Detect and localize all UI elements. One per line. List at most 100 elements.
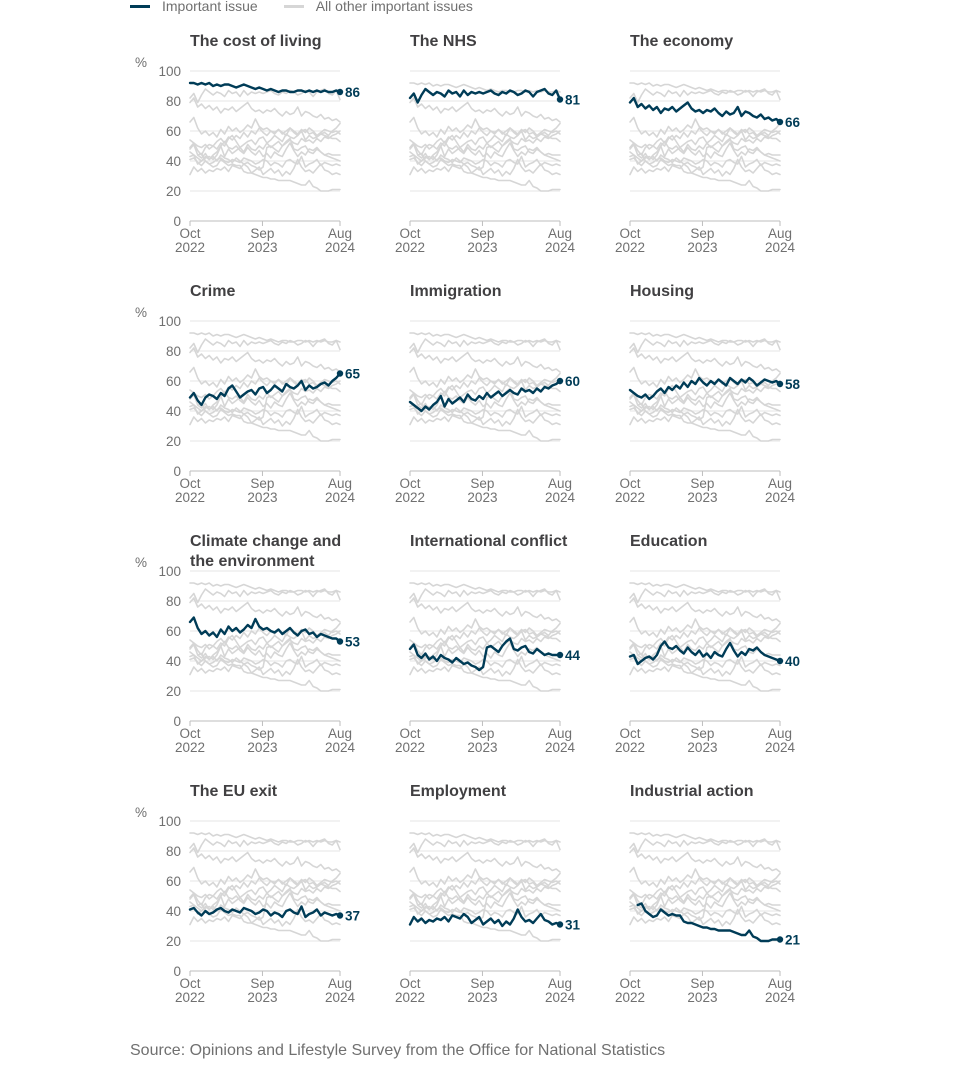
panel-7: Climate change and the environment% 0 20 40 6… bbox=[135, 533, 361, 755]
panel-4-important-series bbox=[188, 372, 342, 407]
panel-5-title-line-1: Immigration bbox=[410, 283, 502, 300]
panel-10-x-tick-2-year: 2023 bbox=[247, 990, 277, 1005]
panel-3-x-tick-3-month: Aug bbox=[768, 226, 792, 241]
panel-12-other-series-9 bbox=[629, 890, 781, 915]
panel-1-y-tick-20: 20 bbox=[166, 184, 181, 199]
panel-4-x-tick-1-year: 2022 bbox=[175, 490, 205, 505]
panel-10-x-tick-1-month: Oct bbox=[179, 976, 200, 991]
panel-11-x-tick-2-year: 2023 bbox=[467, 990, 497, 1005]
panel-7-other-series-11 bbox=[189, 658, 341, 677]
panel-7-title-line-1: Climate change and bbox=[190, 533, 341, 550]
panel-1-y-tick-80: 80 bbox=[166, 94, 181, 109]
panel-1-y-unit: % bbox=[135, 55, 147, 70]
panel-5-x-tick-1-month: Oct bbox=[399, 476, 420, 491]
panel-2-other-series-3 bbox=[409, 97, 561, 123]
panel-7-y-tick-100: 100 bbox=[158, 564, 181, 579]
panel-4-other-series-11 bbox=[189, 408, 341, 427]
panel-9-end-point bbox=[776, 657, 784, 665]
panel-2-x-tick-3-month: Aug bbox=[548, 226, 572, 241]
panel-4-y-tick-40: 40 bbox=[166, 404, 181, 419]
panel-9-x-tick-3-year: 2024 bbox=[765, 740, 796, 755]
panel-5-other-series-1 bbox=[409, 332, 561, 343]
panel-5-end-point bbox=[556, 377, 564, 385]
panel-10-y-tick-60: 60 bbox=[166, 874, 181, 889]
panel-9-other-series-10 bbox=[629, 655, 781, 668]
source-note: Source: Opinions and Lifestyle Survey fr… bbox=[130, 1042, 666, 1059]
panel-9-other-series-12 bbox=[636, 652, 781, 692]
panel-2-other-series-12 bbox=[416, 152, 561, 192]
panel-9-x-tick-1-year: 2022 bbox=[615, 740, 645, 755]
panel-3-important-series bbox=[628, 96, 782, 124]
panel-7-x-tick-1-month: Oct bbox=[179, 726, 200, 741]
panel-8-other-series-3 bbox=[409, 597, 561, 623]
panel-12-other-series-1 bbox=[629, 832, 781, 843]
panel-3-x-tick-1-year: 2022 bbox=[615, 240, 645, 255]
legend-item-other[interactable]: All other important issues bbox=[283, 0, 473, 14]
panel-2-other-series-9 bbox=[409, 140, 561, 165]
panel-4-other-series-7 bbox=[189, 366, 341, 393]
panel-7-other-series-8 bbox=[189, 637, 341, 671]
panel-7-x-tick-2-year: 2023 bbox=[247, 740, 277, 755]
legend-item-important[interactable]: Important issue bbox=[130, 0, 258, 14]
panel-5-other-series-7 bbox=[409, 366, 561, 393]
panel-5-other-series-9 bbox=[409, 390, 561, 415]
panel-2-x-tick-1-month: Oct bbox=[399, 226, 420, 241]
panel-7-other-series-3 bbox=[189, 597, 341, 623]
panel-9-x-tick-2-year: 2023 bbox=[687, 740, 717, 755]
panel-7-other-series-12 bbox=[196, 652, 341, 692]
panel-12-x-tick-2-month: Sep bbox=[690, 976, 714, 991]
panel-3-other-series-4 bbox=[629, 122, 781, 156]
panel-5-other-series-4 bbox=[409, 372, 561, 406]
panel-10-title-line-1: The EU exit bbox=[190, 783, 278, 800]
panel-7-end-point bbox=[336, 638, 344, 645]
panel-8-other-series-5 bbox=[409, 630, 561, 662]
panel-2-other-series-11 bbox=[409, 158, 561, 177]
panel-4-y-tick-20: 20 bbox=[166, 434, 181, 449]
panel-7-x-tick-3-year: 2024 bbox=[325, 740, 356, 755]
panel-8-x-tick-1-year: 2022 bbox=[395, 740, 425, 755]
panel-1-y-tick-40: 40 bbox=[166, 154, 181, 169]
panel-1-other-series-9 bbox=[189, 140, 341, 165]
panel-5-x-tick-2-year: 2023 bbox=[467, 490, 497, 505]
panel-12-x-tick-2-year: 2023 bbox=[687, 990, 717, 1005]
panel-9-other-series-11 bbox=[629, 658, 781, 677]
panel-8-x-tick-3-month: Aug bbox=[548, 726, 572, 741]
panel-1-other-series-5 bbox=[189, 130, 341, 162]
panel-1-y-tick-60: 60 bbox=[166, 124, 181, 139]
panel-3-x-tick-1-month: Oct bbox=[619, 226, 640, 241]
panel-6-other-series-7 bbox=[629, 366, 781, 393]
legend-swatch-important bbox=[130, 4, 150, 8]
panel-10-other-series-9 bbox=[189, 890, 341, 915]
panel-5-other-series-3 bbox=[409, 347, 561, 373]
panel-7-title-line-2: the environment bbox=[190, 553, 315, 570]
panel-2-other-series-6 bbox=[409, 127, 561, 150]
panel-10-x-tick-2-month: Sep bbox=[250, 976, 274, 991]
panel-8-other-series-6 bbox=[409, 627, 561, 650]
panel-12-other-series-8 bbox=[629, 887, 781, 921]
panel-6-other-series-8 bbox=[629, 387, 781, 421]
panel-8-important-series bbox=[408, 637, 562, 672]
panel-5-other-series-10 bbox=[409, 405, 561, 418]
panel-7-y-tick-60: 60 bbox=[166, 624, 181, 639]
panel-6-x-tick-1-month: Oct bbox=[619, 476, 640, 491]
legend-label-other: All other important issues bbox=[315, 0, 473, 14]
panel-2-x-tick-2-year: 2023 bbox=[467, 240, 497, 255]
panel-10-other-series-7 bbox=[189, 866, 341, 893]
panel-8-x-tick-1-month: Oct bbox=[399, 726, 420, 741]
panel-1-x-tick-2-month: Sep bbox=[250, 226, 274, 241]
panel-1-x-tick-1-year: 2022 bbox=[175, 240, 205, 255]
panel-4-y-unit: % bbox=[135, 305, 147, 320]
panel-6-x-tick-1-year: 2022 bbox=[615, 490, 645, 505]
panel-12-other-series-7 bbox=[629, 866, 781, 893]
panel-3-other-series-12 bbox=[636, 152, 781, 192]
legend-label-important: Important issue bbox=[162, 0, 258, 14]
panel-5-x-tick-2-month: Sep bbox=[470, 476, 494, 491]
panel-11-other-series-7 bbox=[409, 866, 561, 893]
panel-4-other-series-6 bbox=[189, 377, 341, 400]
panel-6-other-series-10 bbox=[629, 405, 781, 418]
